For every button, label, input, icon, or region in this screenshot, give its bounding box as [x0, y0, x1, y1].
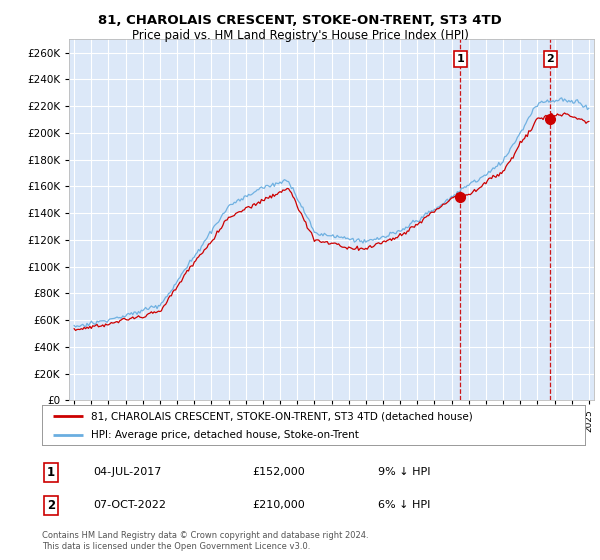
- Text: HPI: Average price, detached house, Stoke-on-Trent: HPI: Average price, detached house, Stok…: [91, 430, 359, 440]
- Text: £210,000: £210,000: [252, 500, 305, 510]
- Text: This data is licensed under the Open Government Licence v3.0.: This data is licensed under the Open Gov…: [42, 542, 310, 550]
- Text: 1: 1: [47, 465, 55, 479]
- Text: 6% ↓ HPI: 6% ↓ HPI: [378, 500, 430, 510]
- Text: 04-JUL-2017: 04-JUL-2017: [93, 467, 161, 477]
- Text: Contains HM Land Registry data © Crown copyright and database right 2024.: Contains HM Land Registry data © Crown c…: [42, 531, 368, 540]
- Text: 9% ↓ HPI: 9% ↓ HPI: [378, 467, 431, 477]
- Text: 81, CHAROLAIS CRESCENT, STOKE-ON-TRENT, ST3 4TD (detached house): 81, CHAROLAIS CRESCENT, STOKE-ON-TRENT, …: [91, 411, 473, 421]
- Text: Price paid vs. HM Land Registry's House Price Index (HPI): Price paid vs. HM Land Registry's House …: [131, 29, 469, 42]
- Text: 81, CHAROLAIS CRESCENT, STOKE-ON-TRENT, ST3 4TD: 81, CHAROLAIS CRESCENT, STOKE-ON-TRENT, …: [98, 14, 502, 27]
- Text: 2: 2: [547, 54, 554, 64]
- Text: 1: 1: [457, 54, 464, 64]
- Text: 2: 2: [47, 498, 55, 512]
- Text: £152,000: £152,000: [252, 467, 305, 477]
- Text: 07-OCT-2022: 07-OCT-2022: [93, 500, 166, 510]
